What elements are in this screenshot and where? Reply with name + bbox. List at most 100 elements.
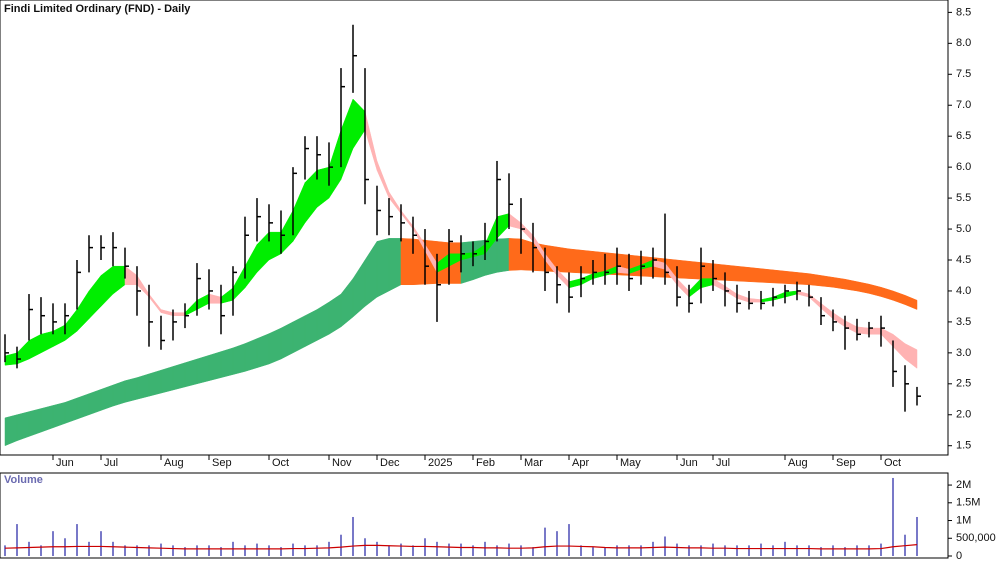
volume-bar <box>124 545 126 556</box>
chart-title: Findi Limited Ordinary (FND) - Daily <box>4 3 191 15</box>
ribbon-segment <box>304 169 318 224</box>
y-tick-label: 3.5 <box>956 316 971 328</box>
volume-bar <box>268 545 270 556</box>
volume-bar <box>712 543 714 556</box>
ribbon-segment <box>508 213 522 230</box>
volume-bar <box>364 538 366 556</box>
volume-bar <box>760 543 762 556</box>
volume-bar <box>796 545 798 556</box>
volume-bar <box>472 545 474 556</box>
ribbon-segment <box>700 262 714 281</box>
ribbon-segment <box>316 166 330 208</box>
volume-bar <box>16 524 18 556</box>
volume-bar <box>652 541 654 556</box>
ribbon-segment <box>340 98 354 180</box>
ribbon-segment <box>316 301 330 341</box>
volume-bar <box>724 545 726 556</box>
ribbon-segment <box>508 238 522 271</box>
volume-bar <box>136 545 138 556</box>
x-tick-label: Aug <box>788 457 808 469</box>
ribbon-segment <box>196 354 210 385</box>
volume-bar <box>580 545 582 556</box>
volume-bar <box>148 545 150 556</box>
volume-bar <box>28 541 30 556</box>
volume-bar <box>460 543 462 556</box>
x-tick-label: Jun <box>680 457 698 469</box>
ribbon-segment <box>208 351 222 382</box>
ribbon-segment <box>748 298 762 303</box>
volume-bar <box>412 545 414 556</box>
volume-bar <box>736 545 738 556</box>
x-tick-label: May <box>620 457 641 469</box>
ribbon-segment <box>772 269 786 284</box>
y-tick-label: 1.5 <box>956 440 971 452</box>
ribbon-segment <box>784 290 798 298</box>
volume-bar <box>448 543 450 556</box>
y-tick-label: 1M <box>956 514 971 526</box>
ribbon-segment <box>676 277 690 298</box>
ribbon-segment <box>784 270 798 285</box>
ribbon-segment <box>340 277 354 328</box>
x-tick-label: Jul <box>716 457 730 469</box>
ribbon-segment <box>40 405 54 433</box>
y-tick-label: 2M <box>956 479 971 491</box>
ribbon-segment <box>400 209 414 230</box>
volume-bar <box>664 536 666 556</box>
volume-bar <box>52 531 54 556</box>
x-tick-label: Oct <box>884 457 901 469</box>
x-tick-label: Sep <box>836 457 856 469</box>
volume-title: Volume <box>4 474 43 486</box>
ribbon-segment <box>52 402 66 429</box>
volume-bar <box>112 541 114 556</box>
y-tick-label: 1.5M <box>956 497 980 509</box>
ribbon-segment <box>496 213 510 239</box>
volume-bar <box>76 524 78 556</box>
ribbon-segment <box>208 293 222 304</box>
ribbon-segment <box>196 293 210 310</box>
ribbon-segment <box>304 309 318 348</box>
ribbon-segment <box>736 265 750 282</box>
x-tick-label: Jun <box>56 457 74 469</box>
ribbon-segment <box>100 384 114 411</box>
y-tick-label: 4.0 <box>956 285 971 297</box>
ribbon-segment <box>856 326 870 335</box>
ribbon-segment <box>460 241 474 284</box>
volume-bar <box>772 545 774 556</box>
ribbon-segment <box>364 111 378 171</box>
volume-bar <box>292 543 294 556</box>
volume-bar <box>376 541 378 556</box>
volume-frame <box>0 472 949 559</box>
volume-bar <box>316 545 318 556</box>
ribbon-segment <box>292 182 306 243</box>
volume-bar <box>328 541 330 556</box>
volume-bar <box>304 545 306 556</box>
volume-bar <box>88 541 90 556</box>
ribbon-segment <box>88 389 102 416</box>
volume-bar <box>844 547 846 556</box>
ribbon-segment <box>256 333 270 369</box>
x-tick-label: Dec <box>380 457 400 469</box>
ribbon-segment <box>796 290 810 298</box>
ribbon-segment <box>376 238 390 298</box>
ribbon-segment <box>220 347 234 378</box>
y-tick-label: 500,000 <box>956 532 996 544</box>
ribbon-segment <box>676 259 690 279</box>
ribbon-segment <box>76 393 90 420</box>
ribbon-segment <box>328 129 342 199</box>
ribbon-segment <box>808 273 822 287</box>
volume-bar <box>832 545 834 556</box>
y-tick-label: 6.5 <box>956 130 971 142</box>
ribbon-segment <box>568 278 582 289</box>
ribbon-segment <box>292 315 306 354</box>
ribbon-segment <box>760 296 774 303</box>
ribbon-segment <box>112 265 126 295</box>
ribbon-segment <box>256 231 270 273</box>
ribbon-segment <box>688 277 702 298</box>
volume-bar <box>40 545 42 556</box>
volume-bar <box>256 543 258 556</box>
ribbon-segment <box>580 249 594 274</box>
ribbon-segment <box>880 286 894 301</box>
ribbon-segment <box>520 238 534 271</box>
